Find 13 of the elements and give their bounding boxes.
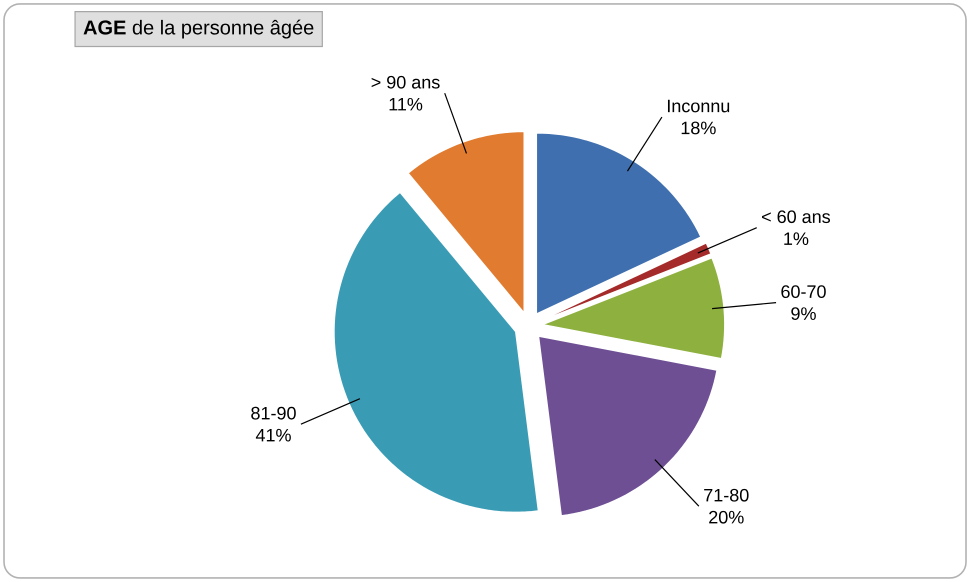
data-label: 20% xyxy=(709,510,744,524)
data-label: 9% xyxy=(791,307,816,320)
slice-label: 71-80 xyxy=(704,488,749,502)
data-label: 1% xyxy=(784,232,808,245)
data-label: 41% xyxy=(256,428,291,442)
slice-label: Inconnu xyxy=(668,100,730,112)
slice-label: > 90 ans xyxy=(372,76,440,89)
data-label: 18% xyxy=(682,122,716,134)
slice-label: 60-70 xyxy=(781,285,826,298)
slice-label: 81-90 xyxy=(251,406,296,420)
chart-title: AGE de la personne âgée xyxy=(84,20,314,39)
data-label: 11% xyxy=(390,98,422,111)
slice-label: < 60 ans xyxy=(762,210,830,224)
